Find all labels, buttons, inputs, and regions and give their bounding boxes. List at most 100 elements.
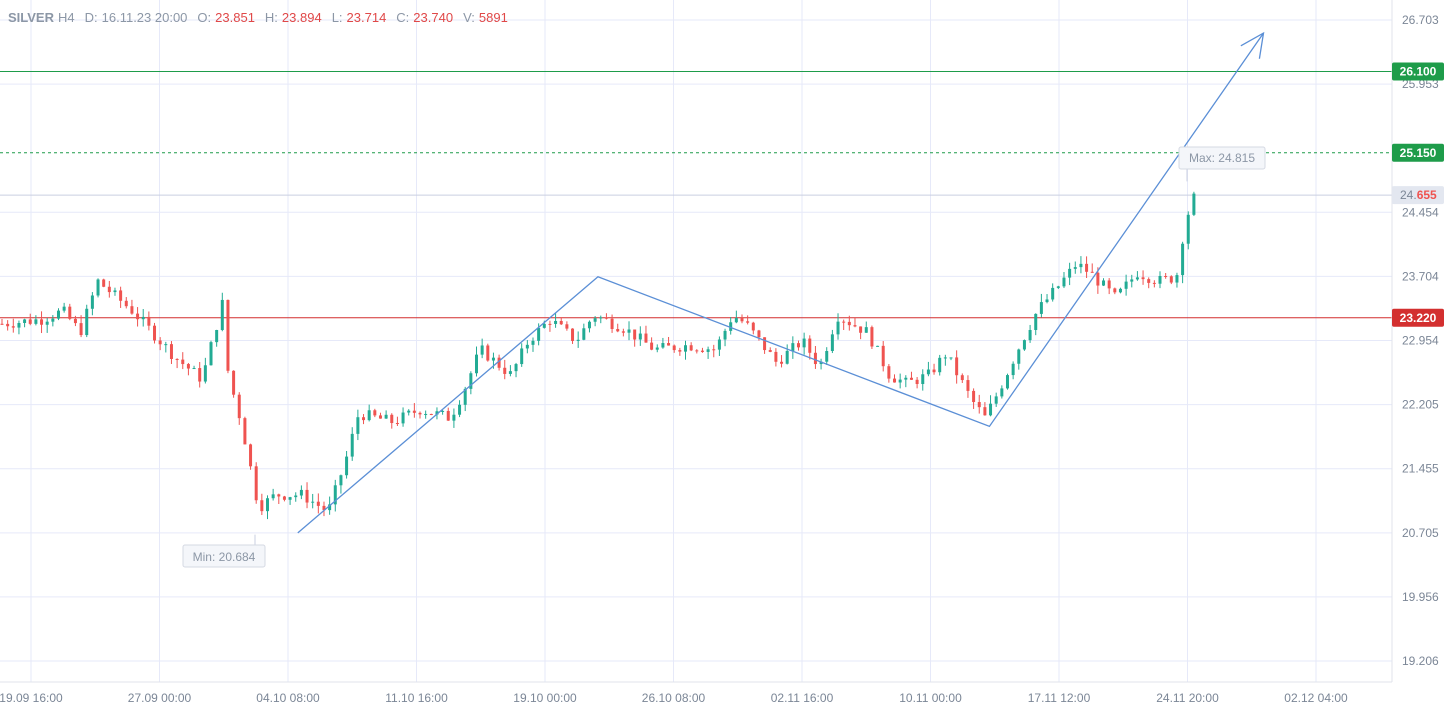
candle-body (1034, 313, 1038, 330)
candle-body (1113, 288, 1117, 293)
candle-body (339, 475, 343, 486)
candle (780, 355, 784, 368)
candle-body (458, 404, 462, 415)
candle (68, 303, 72, 321)
candle-body (723, 330, 727, 340)
candle (1000, 385, 1004, 399)
candle-body (650, 342, 654, 350)
candle (23, 318, 27, 328)
candle (1152, 280, 1156, 288)
candle (158, 337, 162, 351)
trend-path[interactable] (297, 32, 1265, 534)
candle-body (1175, 275, 1179, 283)
candle-body (68, 306, 72, 319)
candle (265, 495, 269, 520)
arrow-head[interactable] (1240, 31, 1265, 59)
candle (796, 340, 800, 351)
candle (62, 302, 66, 313)
candle (1034, 313, 1038, 336)
candle-body (734, 318, 738, 323)
candle (277, 493, 281, 505)
trend-drawing-layer[interactable] (297, 31, 1265, 534)
candle-body (802, 338, 806, 348)
candle (243, 416, 247, 445)
candle (1005, 373, 1009, 390)
candle-body (215, 330, 219, 343)
candle-body (531, 340, 535, 345)
candle (514, 362, 518, 378)
candle-body (1017, 349, 1021, 364)
candle-body (378, 415, 382, 419)
x-tick-label: 27.09 00:00 (128, 691, 192, 705)
candle-body (45, 321, 49, 325)
candle-body (1011, 363, 1015, 376)
candle (1124, 274, 1128, 296)
open-label: O: (197, 10, 212, 25)
candle (232, 370, 236, 398)
x-tick-label: 17.11 12:00 (1028, 691, 1091, 705)
max-label: Max: 24.815 (1189, 151, 1255, 165)
candle (85, 304, 89, 338)
candle (475, 346, 479, 377)
candle (203, 357, 207, 384)
candle-body (565, 324, 569, 329)
candle (842, 319, 846, 330)
candle (1039, 293, 1043, 318)
candle (1181, 241, 1185, 284)
candle (446, 407, 450, 421)
candle-body (198, 368, 202, 382)
candle (333, 479, 337, 512)
candle-body (915, 379, 919, 385)
candle (311, 493, 315, 509)
candle-body (186, 364, 190, 369)
candle-body (1181, 243, 1185, 276)
candle (559, 317, 563, 326)
symbol-name[interactable]: SILVER (8, 10, 54, 25)
candle-body (520, 348, 524, 365)
candle-body (503, 367, 507, 374)
candle (633, 329, 637, 347)
candle-body (192, 368, 196, 370)
candle (717, 336, 721, 356)
candle-body (796, 343, 800, 348)
candle-body (689, 345, 693, 351)
candle-body (836, 321, 840, 335)
candle-body (435, 411, 439, 415)
candle-body (548, 323, 552, 325)
timeframe-label[interactable]: H4 (58, 10, 75, 25)
candle-body (706, 349, 710, 352)
candle-body (316, 501, 320, 506)
candle (56, 308, 60, 321)
candle-body (616, 328, 620, 332)
candle-body (881, 345, 885, 367)
candle (955, 350, 959, 384)
candle-body (497, 357, 501, 368)
candle-body (243, 418, 247, 445)
candle (1017, 348, 1021, 370)
candle-body (712, 349, 716, 351)
candle-body (966, 380, 970, 391)
candle (1192, 191, 1196, 217)
high-value: 23.894 (281, 10, 322, 25)
candle (621, 328, 625, 337)
candle-body (695, 350, 699, 352)
candle-body (1130, 279, 1134, 282)
candle-body (514, 364, 518, 372)
candle (712, 344, 716, 358)
candle (729, 317, 733, 335)
candle-body (441, 410, 445, 412)
candle-body (768, 350, 772, 352)
candle-body (644, 333, 648, 343)
candle (825, 347, 829, 365)
candle-body (1169, 276, 1173, 283)
candle (395, 416, 399, 426)
candle-body (96, 279, 100, 296)
candle (1028, 324, 1032, 343)
candle (1090, 263, 1094, 273)
volume-value: 5891 (478, 10, 508, 25)
candle-body (672, 345, 676, 351)
candle (0, 318, 4, 325)
candle-body (989, 403, 993, 416)
